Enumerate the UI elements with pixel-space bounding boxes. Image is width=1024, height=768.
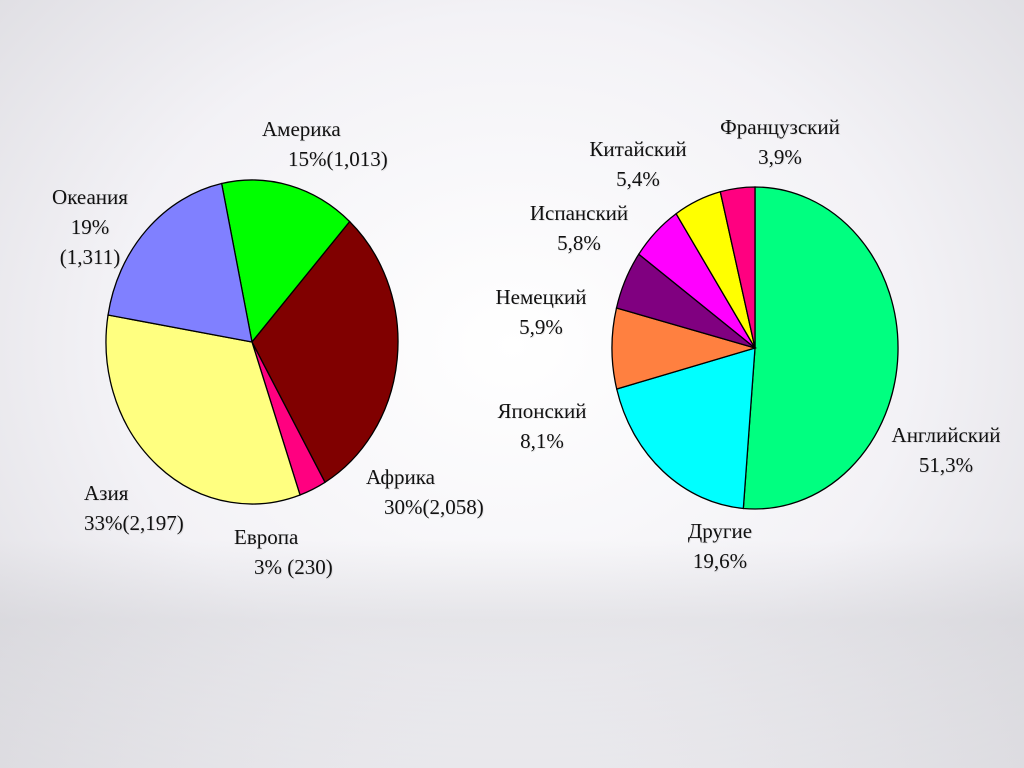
label-america-value: 15%(1,013): [288, 147, 388, 171]
pie-slice-америка: [220, 179, 351, 344]
label-europe-name: Европа: [234, 525, 299, 549]
label-other-name: Другие: [687, 519, 753, 543]
label-chinese: Китайский 5,4%: [568, 134, 708, 194]
pie-chart-continents: [105, 179, 399, 505]
label-german-value: 5,9%: [519, 315, 563, 339]
label-english: Английский 51,3%: [876, 420, 1016, 480]
label-africa: Африка 30%(2,058): [366, 462, 484, 522]
label-spanish-value: 5,8%: [557, 231, 601, 255]
pie-slice-французский: [719, 186, 756, 349]
label-europe-value: 3% (230): [254, 555, 333, 579]
label-english-name: Английский: [891, 423, 1001, 447]
label-other-value: 19,6%: [692, 549, 748, 573]
background-shadow: [0, 540, 1024, 768]
label-spanish: Испанский 5,8%: [514, 198, 644, 258]
label-oceania: Океания 19% (1,311): [40, 182, 140, 272]
label-english-value: 51,3%: [918, 453, 974, 477]
label-french: Французский 3,9%: [700, 112, 860, 172]
label-japanese-name: Японский: [497, 399, 587, 423]
label-africa-name: Африка: [366, 465, 435, 489]
label-europe: Европа 3% (230): [234, 522, 333, 582]
pie-chart-languages: [611, 186, 899, 510]
label-japanese-value: 8,1%: [520, 429, 564, 453]
label-africa-value: 30%(2,058): [384, 495, 484, 519]
pie-slice-английский: [742, 186, 899, 510]
label-oceania-pct: 19%: [70, 215, 110, 239]
label-german: Немецкий 5,9%: [476, 282, 606, 342]
label-german-name: Немецкий: [495, 285, 587, 309]
label-french-name: Французский: [720, 115, 840, 139]
label-oceania-count: (1,311): [59, 245, 121, 269]
pie-slice-африка: [251, 220, 399, 484]
label-spanish-name: Испанский: [529, 201, 629, 225]
label-chinese-name: Китайский: [589, 137, 687, 161]
label-asia: Азия 33%(2,197): [84, 478, 184, 538]
label-chinese-value: 5,4%: [616, 167, 660, 191]
label-french-value: 3,9%: [758, 145, 802, 169]
label-asia-value: 33%(2,197): [84, 511, 184, 535]
label-japanese: Японский 8,1%: [482, 396, 602, 456]
pie-slice-другие: [615, 347, 756, 510]
label-asia-name: Азия: [84, 481, 129, 505]
pie-slice-азия: [105, 314, 301, 505]
label-other: Другие 19,6%: [660, 516, 780, 576]
label-america: Америка 15%(1,013): [262, 114, 388, 174]
label-america-name: Америка: [262, 117, 341, 141]
label-oceania-name: Океания: [52, 185, 128, 209]
pie-slice-океания: [107, 182, 253, 343]
